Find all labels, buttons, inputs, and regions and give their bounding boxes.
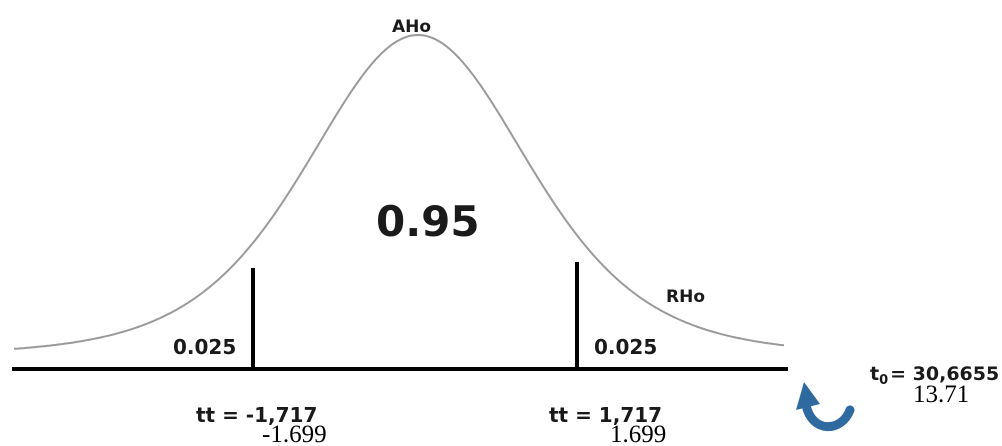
rejection-region-label: RHo: [666, 287, 705, 307]
right-tail-area-value: 0.025: [594, 335, 657, 359]
acceptance-region-label: AHo: [392, 17, 431, 37]
curved-arrow-icon: [796, 382, 855, 432]
t0-statistic-label: t0 = 30,6655: [870, 363, 999, 388]
t0-prefix: t: [870, 363, 879, 385]
t0-subscript: 0: [879, 373, 888, 388]
bell-curve: [13, 33, 785, 350]
right-critical-value: tt = 1,717: [549, 403, 662, 427]
t0-value: = 30,6655: [890, 363, 999, 385]
right-critical-value-alt: 1.699: [610, 421, 666, 446]
left-critical-value-alt: -1.699: [262, 421, 327, 446]
left-critical-value: tt = -1,717: [196, 403, 317, 427]
central-area-value: 0.95: [376, 197, 480, 246]
t0-statistic-alt: 13.71: [913, 381, 969, 408]
left-tail-area-value: 0.025: [173, 335, 236, 359]
